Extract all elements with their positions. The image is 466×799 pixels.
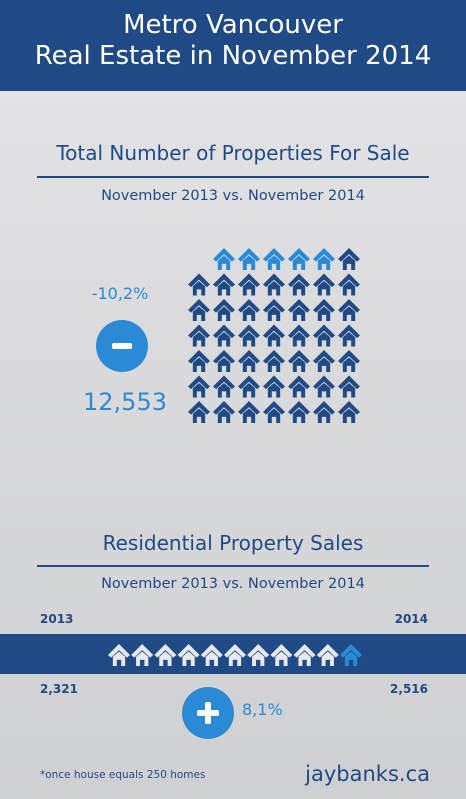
house-icon <box>213 299 235 321</box>
house-icon <box>238 350 260 372</box>
house-icon <box>313 324 335 347</box>
house-icon <box>313 350 335 372</box>
section1-divider <box>37 176 429 178</box>
house-icon <box>188 401 210 423</box>
house-icon <box>263 401 285 423</box>
house-icon <box>200 644 223 666</box>
house-icon <box>288 324 310 347</box>
house-icon <box>288 248 310 270</box>
house-icon <box>154 644 177 666</box>
house-icon <box>338 401 360 423</box>
section2-title: Residential Property Sales <box>102 531 364 555</box>
house-icon <box>263 375 285 398</box>
house-icon <box>270 644 293 666</box>
house-icon <box>213 401 235 423</box>
house-icon <box>338 273 360 296</box>
minus-icon <box>96 320 148 372</box>
house-icon <box>131 644 154 666</box>
house-icon <box>263 248 285 270</box>
house-icon <box>338 324 360 347</box>
section1-value: 12,553 <box>83 388 167 416</box>
house-icon <box>263 273 285 296</box>
house-icon <box>288 375 310 398</box>
page-title-line1: Metro Vancouver <box>123 10 343 40</box>
header-banner: Metro Vancouver Real Estate in November … <box>0 0 466 91</box>
house-icon <box>188 299 210 321</box>
house-icon <box>288 273 310 296</box>
house-icon <box>213 248 235 270</box>
section1-title: Total Number of Properties For Sale <box>56 141 410 165</box>
house-icon <box>238 375 260 398</box>
section2-change: 8,1% <box>242 700 283 719</box>
house-icon <box>238 248 260 270</box>
house-icon <box>177 644 200 666</box>
house-icon <box>213 350 235 372</box>
house-icon <box>288 401 310 423</box>
house-icon <box>313 375 335 398</box>
house-grid-for-sale <box>188 248 360 423</box>
brand-logo[interactable]: jaybanks.ca <box>305 762 430 786</box>
footnote: *once house equals 250 homes <box>40 769 206 781</box>
house-icon <box>188 350 210 372</box>
house-icon <box>316 644 339 666</box>
house-icon <box>188 375 210 398</box>
year-2014-label: 2014 <box>394 612 428 626</box>
year-2013-label: 2013 <box>40 612 74 626</box>
house-icon <box>238 299 260 321</box>
house-icon <box>263 299 285 321</box>
house-icon <box>313 401 335 423</box>
house-icon <box>313 248 335 270</box>
house-icon <box>188 273 210 296</box>
house-row-sales <box>108 644 362 666</box>
house-icon <box>188 324 210 347</box>
house-icon <box>263 324 285 347</box>
house-icon <box>238 401 260 423</box>
page-title-line2: Real Estate in November 2014 <box>34 41 432 71</box>
house-icon <box>263 350 285 372</box>
house-icon <box>338 299 360 321</box>
house-icon <box>238 324 260 347</box>
house-icon <box>338 248 360 270</box>
house-icon <box>213 375 235 398</box>
section1-subtitle: November 2013 vs. November 2014 <box>101 188 365 204</box>
house-icon <box>108 644 130 666</box>
house-icon <box>313 299 335 321</box>
house-icon <box>338 375 360 398</box>
house-icon <box>224 644 246 666</box>
section2-divider <box>37 565 429 567</box>
house-icon <box>288 350 310 372</box>
section2-subtitle: November 2013 vs. November 2014 <box>101 576 365 592</box>
section1-change: -10,2% <box>91 284 149 303</box>
sales-2013-value: 2,321 <box>40 682 78 696</box>
house-icon <box>238 273 260 296</box>
house-icon <box>288 299 310 321</box>
sales-2014-value: 2,516 <box>390 682 428 696</box>
house-icon <box>340 644 362 666</box>
house-icon <box>338 350 360 372</box>
house-icon <box>313 273 335 296</box>
house-icon <box>213 273 235 296</box>
house-icon <box>293 644 316 666</box>
house-icon <box>213 324 235 347</box>
plus-icon <box>182 687 234 739</box>
house-icon <box>247 644 270 666</box>
